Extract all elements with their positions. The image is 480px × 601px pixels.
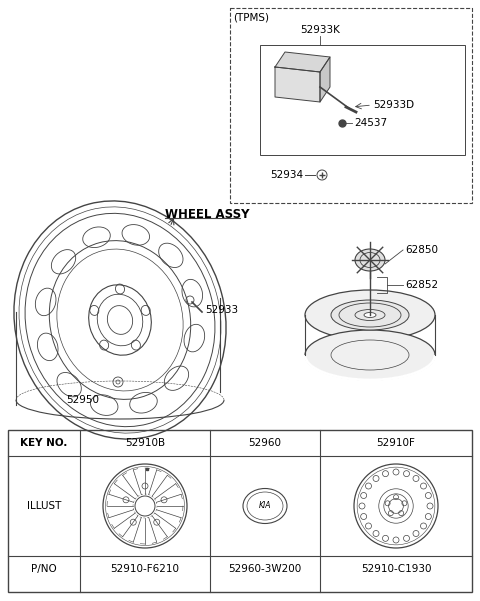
Text: KIA: KIA xyxy=(259,501,271,510)
Text: 52910-C1930: 52910-C1930 xyxy=(361,564,431,574)
Bar xyxy=(260,45,465,155)
Text: P/NO: P/NO xyxy=(31,564,57,574)
Text: 52933D: 52933D xyxy=(373,100,414,110)
Text: 52910F: 52910F xyxy=(377,438,415,448)
Text: 52933: 52933 xyxy=(205,305,238,315)
Text: ILLUST: ILLUST xyxy=(27,501,61,511)
Ellipse shape xyxy=(305,330,435,380)
Text: 52960-3W200: 52960-3W200 xyxy=(228,564,301,574)
Text: 52950: 52950 xyxy=(67,395,99,405)
Text: 52910-F6210: 52910-F6210 xyxy=(110,564,180,574)
Polygon shape xyxy=(275,67,320,102)
Ellipse shape xyxy=(364,313,376,317)
Text: 52933K: 52933K xyxy=(300,25,340,35)
Polygon shape xyxy=(320,57,330,102)
Text: 24537: 24537 xyxy=(354,118,387,128)
Ellipse shape xyxy=(331,300,409,330)
Text: 52910B: 52910B xyxy=(125,438,165,448)
Text: 52934: 52934 xyxy=(270,170,303,180)
Polygon shape xyxy=(275,52,330,72)
Text: 62850: 62850 xyxy=(405,245,438,255)
Text: 52960: 52960 xyxy=(249,438,281,448)
Text: KEY NO.: KEY NO. xyxy=(20,438,68,448)
Bar xyxy=(8,430,472,592)
Ellipse shape xyxy=(305,290,435,340)
Text: 62852: 62852 xyxy=(405,280,438,290)
Text: (TPMS): (TPMS) xyxy=(233,12,269,22)
Bar xyxy=(230,8,472,203)
Text: WHEEL ASSY: WHEEL ASSY xyxy=(165,209,250,222)
Ellipse shape xyxy=(355,249,385,271)
